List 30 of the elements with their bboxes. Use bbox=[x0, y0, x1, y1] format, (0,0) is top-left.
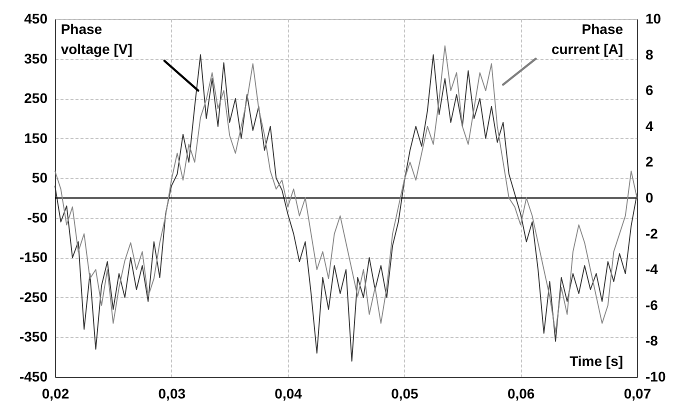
x-tick-label: 0,02 bbox=[42, 386, 70, 402]
x-axis-title: Time [s] bbox=[570, 353, 624, 370]
y2-tick-label: -4 bbox=[646, 261, 658, 278]
y2-tick-label: -2 bbox=[646, 225, 658, 242]
y-tick-label: 250 bbox=[24, 90, 48, 106]
y2-tick-label: -8 bbox=[646, 332, 658, 349]
y2-tick-label: 2 bbox=[646, 154, 654, 170]
y-tick-label: -50 bbox=[27, 209, 48, 226]
y2-tick-label: 6 bbox=[646, 82, 654, 98]
y-tick-label: 450 bbox=[24, 10, 48, 26]
x-tick-label: 0,07 bbox=[624, 386, 652, 402]
y2-tick-label: 4 bbox=[646, 118, 654, 134]
x-tick-label: 0,05 bbox=[391, 386, 419, 402]
x-tick-label: 0,04 bbox=[274, 386, 302, 402]
annotation: Phase current [A] bbox=[551, 20, 624, 57]
y2-tick-label: -10 bbox=[646, 368, 666, 384]
y-tick-label: 150 bbox=[24, 130, 48, 146]
y-tick-label: -250 bbox=[19, 288, 48, 305]
x-tick-label: 0,03 bbox=[158, 386, 186, 402]
y2-tick-label: 10 bbox=[646, 10, 662, 26]
annotation: Phase voltage [V] bbox=[60, 20, 132, 57]
y-tick-label: -150 bbox=[19, 249, 48, 266]
y2-tick-label: 0 bbox=[646, 190, 654, 206]
y-tick-label: 50 bbox=[32, 170, 48, 186]
y-tick-label: 350 bbox=[24, 50, 48, 66]
y-tick-label: -350 bbox=[19, 328, 48, 345]
y2-tick-label: 8 bbox=[646, 46, 654, 62]
x-tick-label: 0,06 bbox=[507, 386, 535, 402]
y-tick-label: -450 bbox=[19, 368, 48, 384]
y2-tick-label: -6 bbox=[646, 296, 658, 313]
